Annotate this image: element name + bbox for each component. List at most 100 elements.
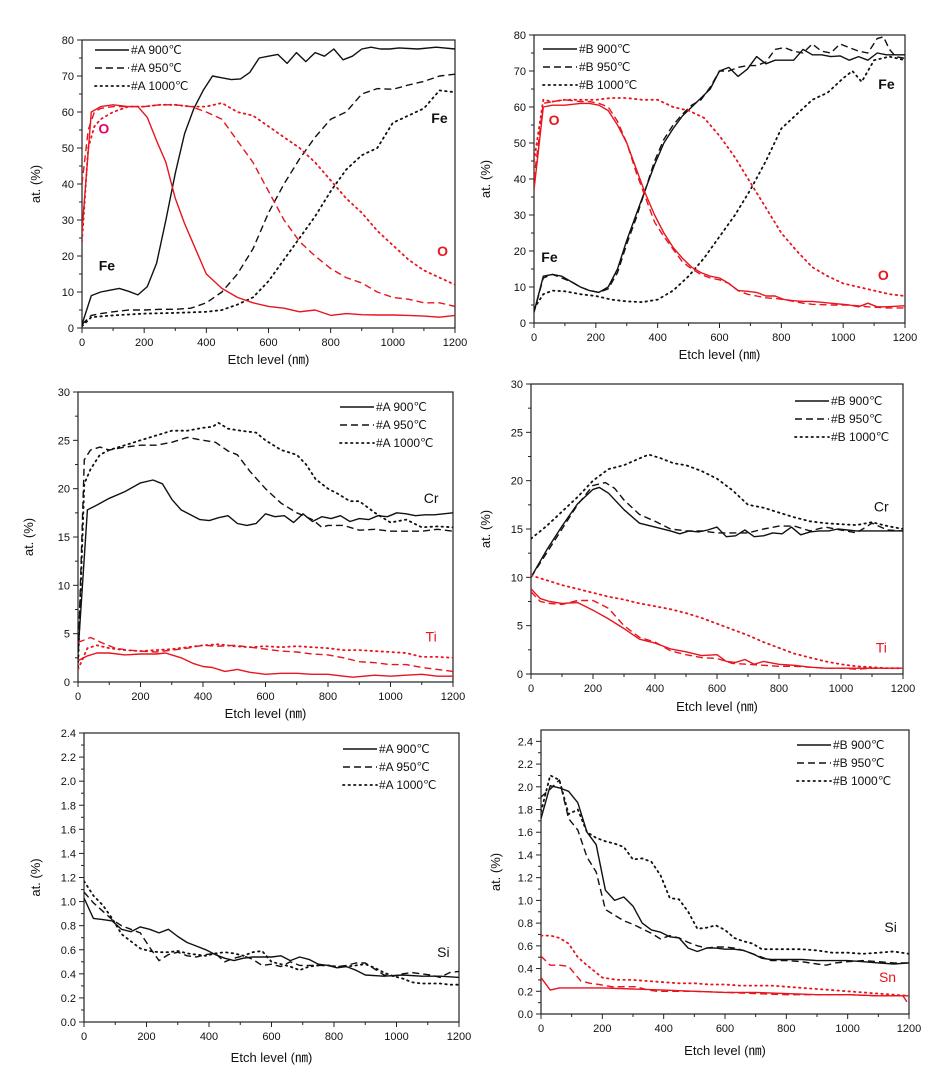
- legend: #B 900℃ #B 950℃ #B 1000℃: [542, 42, 637, 92]
- x-tick-label: 1000: [381, 337, 405, 349]
- legend-label: #B 900℃: [579, 42, 631, 56]
- series-line-sn-dashed: [541, 955, 909, 1006]
- x-tick-label: 800: [770, 683, 788, 695]
- y-axis-title: at. (%): [478, 510, 493, 548]
- series-line-ti-solid: [78, 652, 453, 678]
- series-line-si-dashed: [541, 779, 909, 966]
- y-tick-label: 1.6: [518, 827, 533, 839]
- y-tick-label: 80: [62, 35, 74, 47]
- annotation-fe: Fe: [99, 257, 116, 273]
- annotation-sn: Sn: [879, 969, 896, 985]
- y-tick-label: 20: [62, 251, 74, 263]
- series-line-cr-dashed: [78, 436, 453, 663]
- y-tick-label: 1.4: [518, 850, 533, 862]
- series-line-si-solid: [84, 897, 459, 979]
- annotation-fe: Fe: [878, 76, 895, 92]
- x-tick-label: 600: [708, 683, 726, 695]
- y-tick-label: 5: [517, 621, 523, 633]
- y-tick-label: 60: [62, 107, 74, 119]
- y-tick-label: 2.0: [61, 776, 76, 788]
- chart-panel-B-Si-Sn: 0 200 400 600 800 1000 1200 0.0 0.2 0.4 0.6 0.8 1.0 1…: [488, 729, 921, 1058]
- y-tick-label: 2.2: [518, 759, 533, 771]
- x-tick-label: 800: [777, 1023, 795, 1035]
- y-tick-label: 20: [511, 476, 523, 488]
- legend-label: #B 900℃: [831, 394, 883, 408]
- y-tick-label: 10: [511, 572, 523, 584]
- x-tick-label: 200: [593, 1023, 611, 1035]
- y-tick-label: 70: [62, 71, 74, 83]
- series-line-fe-solid: [82, 46, 455, 325]
- y-tick-label: 2.4: [61, 728, 76, 740]
- series-line-ti-dotted: [78, 643, 453, 671]
- series-line-o-dotted: [82, 102, 455, 286]
- x-tick-label: 400: [194, 691, 212, 703]
- x-tick-label: 1000: [829, 683, 853, 695]
- annotation-o: O: [437, 243, 448, 259]
- y-tick-label: 15: [511, 524, 523, 536]
- x-tick-label: 1000: [378, 691, 402, 703]
- y-tick-label: 15: [58, 532, 70, 544]
- x-tick-label: 600: [259, 337, 277, 349]
- y-tick-label: 0: [64, 677, 70, 689]
- series-line-cr-dashed: [531, 481, 903, 578]
- y-tick-label: 10: [62, 287, 74, 299]
- series-line-o-dashed: [82, 104, 455, 308]
- legend-label: #A 950℃: [376, 418, 427, 432]
- x-tick-label: 1200: [441, 691, 465, 703]
- series-line-si-dotted: [84, 880, 459, 986]
- legend: #B 900℃ #B 950℃ #B 1000℃: [794, 394, 889, 444]
- y-tick-label: 0: [68, 323, 74, 335]
- x-tick-label: 200: [137, 1031, 155, 1043]
- x-tick-label: 1000: [831, 332, 855, 344]
- y-tick-label: 30: [511, 379, 523, 391]
- x-axis-title: Etch level (㎚): [228, 352, 310, 367]
- legend-label: #A 900℃: [376, 400, 427, 414]
- series-line-sn-dotted: [541, 934, 909, 997]
- series-line-fe-dotted: [534, 55, 905, 310]
- x-tick-label: 1200: [897, 1023, 921, 1035]
- x-tick-label: 1000: [384, 1031, 408, 1043]
- y-tick-label: 5: [64, 629, 70, 641]
- y-tick-label: 1.8: [518, 805, 533, 817]
- series-line-ti-dotted: [531, 574, 903, 670]
- y-tick-label: 1.4: [61, 848, 76, 860]
- legend-label: #A 1000℃: [376, 436, 434, 450]
- x-tick-label: 1000: [835, 1023, 859, 1035]
- series-line-fe-dashed: [534, 36, 905, 313]
- series-line-fe-dotted: [82, 89, 455, 328]
- x-axis-title: Etch level (㎚): [231, 1050, 313, 1065]
- series-group: [531, 453, 903, 670]
- series-group: [84, 880, 459, 986]
- series-line-o-solid: [82, 104, 455, 318]
- legend-label: #A 950℃: [379, 760, 430, 774]
- annotation-fe: Fe: [431, 110, 448, 126]
- legend-label: #B 950℃: [579, 60, 631, 74]
- annotation-ti: Ti: [426, 628, 437, 644]
- x-tick-label: 1200: [443, 337, 467, 349]
- x-tick-label: 800: [321, 337, 339, 349]
- x-tick-label: 1200: [893, 332, 917, 344]
- y-tick-label: 40: [62, 179, 74, 191]
- y-tick-label: 0.0: [518, 1009, 533, 1021]
- x-tick-label: 1200: [891, 683, 915, 695]
- series-line-si-solid: [541, 785, 909, 965]
- y-tick-label: 0.8: [61, 921, 76, 933]
- x-tick-label: 200: [135, 337, 153, 349]
- series-group: [82, 46, 455, 328]
- y-tick-label: 50: [514, 138, 526, 150]
- y-tick-label: 1.0: [518, 895, 533, 907]
- annotation-o: O: [549, 112, 560, 128]
- legend-label: #B 950℃: [831, 412, 883, 426]
- y-axis-title: at. (%): [478, 160, 493, 198]
- series-line-fe-dashed: [82, 73, 455, 325]
- y-tick-label: 1.8: [61, 800, 76, 812]
- y-tick-label: 0.6: [61, 945, 76, 957]
- series-group: [534, 36, 905, 313]
- x-tick-label: 600: [262, 1031, 280, 1043]
- y-tick-label: 25: [511, 427, 523, 439]
- annotation-ti: Ti: [876, 640, 887, 656]
- x-tick-label: 600: [256, 691, 274, 703]
- y-tick-label: 2.0: [518, 782, 533, 794]
- y-tick-label: 1.2: [518, 873, 533, 885]
- y-tick-label: 0.6: [518, 941, 533, 953]
